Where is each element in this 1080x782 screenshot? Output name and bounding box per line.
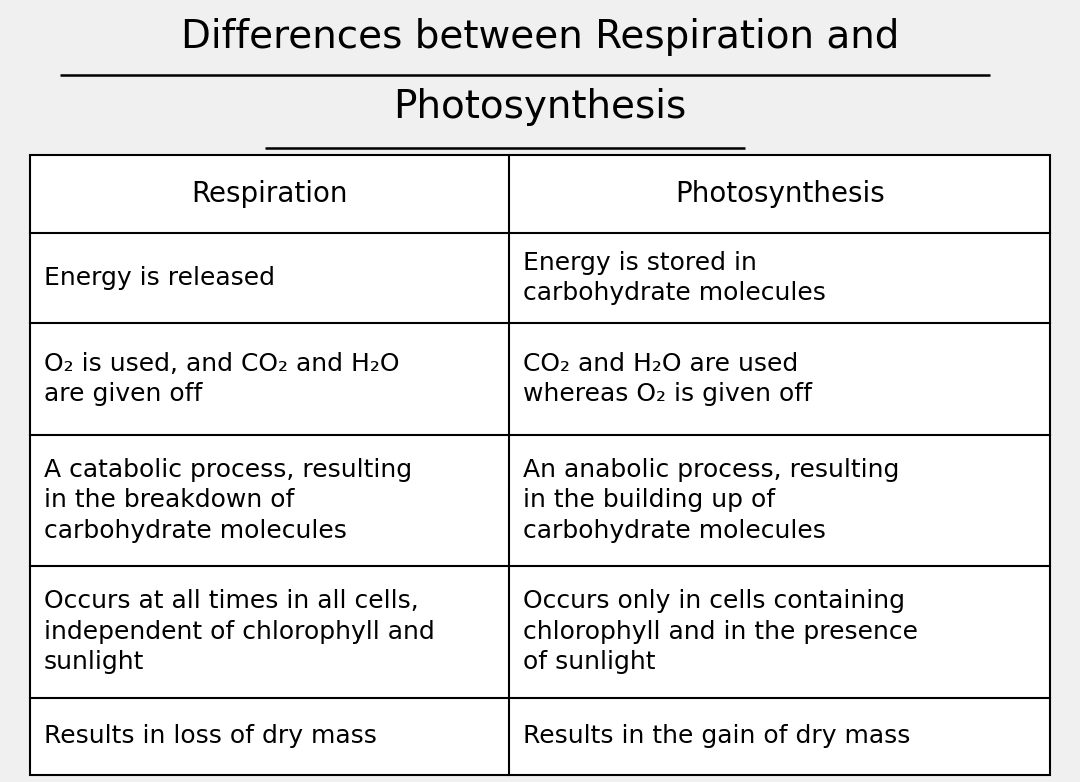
Text: Energy is released: Energy is released bbox=[44, 266, 275, 290]
Bar bbox=[30, 155, 1050, 775]
Text: Differences between Respiration and: Differences between Respiration and bbox=[180, 18, 900, 56]
Text: Occurs at all times in all cells,
independent of chlorophyll and
sunlight: Occurs at all times in all cells, indepe… bbox=[44, 589, 435, 674]
Text: CO₂ and H₂O are used
whereas O₂ is given off: CO₂ and H₂O are used whereas O₂ is given… bbox=[524, 352, 812, 407]
Text: Photosynthesis: Photosynthesis bbox=[393, 88, 687, 126]
Text: Results in the gain of dry mass: Results in the gain of dry mass bbox=[524, 724, 910, 748]
Text: Photosynthesis: Photosynthesis bbox=[675, 180, 885, 208]
Text: A catabolic process, resulting
in the breakdown of
carbohydrate molecules: A catabolic process, resulting in the br… bbox=[44, 457, 413, 543]
Text: Energy is stored in
carbohydrate molecules: Energy is stored in carbohydrate molecul… bbox=[524, 251, 826, 305]
Text: Results in loss of dry mass: Results in loss of dry mass bbox=[44, 724, 377, 748]
Text: An anabolic process, resulting
in the building up of
carbohydrate molecules: An anabolic process, resulting in the bu… bbox=[524, 457, 900, 543]
Text: Occurs only in cells containing
chlorophyll and in the presence
of sunlight: Occurs only in cells containing chloroph… bbox=[524, 589, 918, 674]
Text: Respiration: Respiration bbox=[191, 180, 348, 208]
Text: O₂ is used, and CO₂ and H₂O
are given off: O₂ is used, and CO₂ and H₂O are given of… bbox=[44, 352, 400, 407]
